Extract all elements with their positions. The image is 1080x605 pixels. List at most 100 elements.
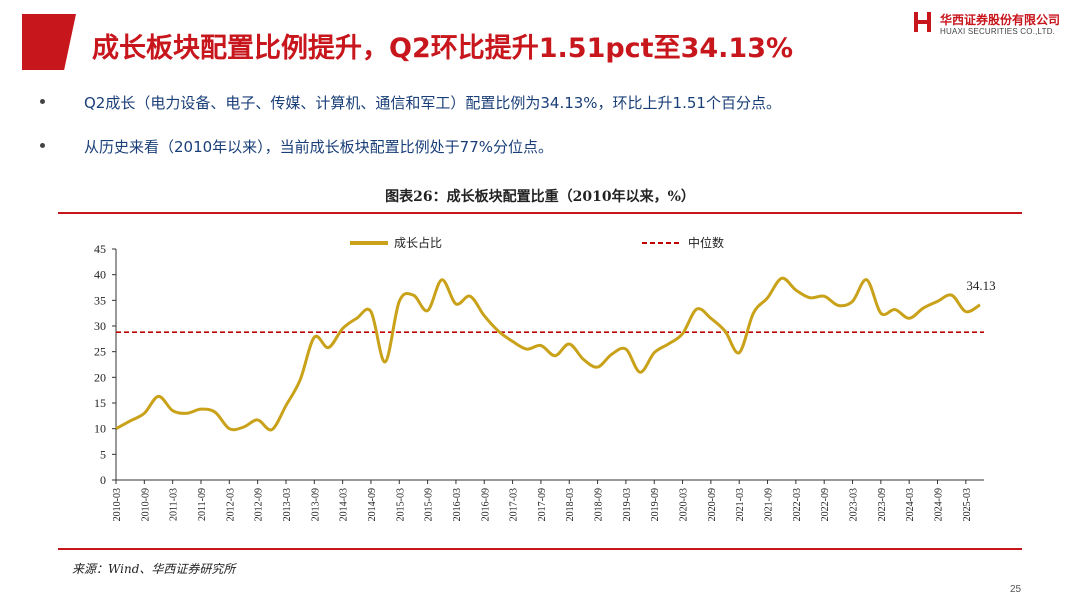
data-point [908,317,910,319]
data-point [795,289,797,291]
x-tick-label: 2010-09 [140,488,151,521]
data-point [851,300,853,302]
data-point [752,312,754,314]
x-tick-label: 2019-03 [622,488,633,521]
y-tick-label: 0 [100,473,106,487]
x-tick-label: 2016-03 [452,488,463,521]
x-tick-label: 2021-03 [735,488,746,521]
last-value-label: 34.13 [966,278,995,293]
x-tick-label: 2019-09 [650,488,661,521]
x-tick-label: 2021-09 [764,488,775,521]
data-point [653,351,655,353]
data-point [809,297,811,299]
data-point [469,295,471,297]
data-point [710,317,712,319]
data-point [582,358,584,360]
data-point [356,317,358,319]
x-tick-label: 2015-03 [395,488,406,521]
bullet-text: Q2成长（电力设备、电子、传媒、计算机、通信和军工）配置比例为34.13%，环比… [84,94,781,112]
data-point [511,340,513,342]
data-point [865,279,867,281]
data-point [639,371,641,373]
company-logo: 华西证券股份有限公司 HUAXI SECURITIES CO.,LTD. [912,10,1072,40]
data-point [412,294,414,296]
x-tick-label: 2020-09 [707,488,718,521]
x-tick-label: 2012-09 [254,488,265,521]
data-point [398,300,400,302]
data-point [441,279,443,281]
x-tick-label: 2025-03 [962,488,973,521]
logo-chinese-name: 华西证券股份有限公司 [940,13,1061,27]
data-point [271,428,273,430]
data-point [950,294,952,296]
page-number: 25 [1010,584,1022,595]
x-tick-label: 2011-09 [197,488,208,521]
x-tick-label: 2017-09 [537,488,548,521]
data-point [936,300,938,302]
data-point [214,411,216,413]
x-tick-label: 2010-03 [112,488,123,521]
divider [58,548,1022,550]
data-point [157,395,159,397]
x-tick-label: 2022-03 [792,488,803,521]
y-tick-label: 35 [94,293,106,307]
x-tick-label: 2014-03 [339,488,350,521]
y-tick-label: 15 [94,396,106,410]
x-tick-label: 2013-09 [310,488,321,521]
data-point [611,353,613,355]
source-note: 来源：Wind、华西证券研究所 [72,562,236,576]
x-tick-label: 2017-03 [509,488,520,521]
y-tick-label: 45 [94,242,106,256]
data-point [625,348,627,350]
data-point [171,410,173,412]
x-tick-label: 2023-09 [877,488,888,521]
growth-share-series-line [115,276,981,432]
data-point [370,310,372,312]
legend-series-label: 成长占比 [394,235,442,250]
data-point [242,426,244,428]
divider [58,212,1022,214]
data-point [228,427,230,429]
y-tick-label: 5 [100,447,106,461]
logo-english-name: HUAXI SECURITIES CO.,LTD. [940,27,1056,36]
data-point [724,330,726,332]
chart-title: 图表26：成长板块配置比重（2010年以来，%） [385,189,695,205]
bullet-text: 从历史来看（2010年以来），当前成长板块配置比例处于77%分位点。 [84,138,554,156]
data-point [781,277,783,279]
data-point [256,419,258,421]
data-point [129,420,131,422]
data-point [497,330,499,332]
data-point [455,303,457,305]
data-point [880,312,882,314]
data-point [568,343,570,345]
y-tick-label: 10 [94,422,106,436]
data-point [327,346,329,348]
data-point [285,404,287,406]
data-point [143,412,145,414]
data-point [483,315,485,317]
data-point [766,297,768,299]
data-point [696,308,698,310]
data-point [681,333,683,335]
data-point [837,304,839,306]
x-tick-label: 2018-09 [594,488,605,521]
data-point [667,343,669,345]
data-point [540,344,542,346]
x-tick-label: 2014-09 [367,488,378,521]
legend-median-label: 中位数 [688,235,724,250]
x-tick-label: 2011-03 [169,488,180,521]
data-point [313,336,315,338]
data-point [596,366,598,368]
data-point [823,295,825,297]
data-point [115,427,117,429]
data-point [894,308,896,310]
data-point [979,304,981,306]
data-point [965,310,967,312]
x-tick-label: 2022-09 [820,488,831,521]
page-title: 成长板块配置比例提升，Q2环比提升1.51pct至34.13% [92,33,794,64]
data-point [200,408,202,410]
bullet-dot-icon [40,99,45,104]
data-point [299,379,301,381]
data-point [526,348,528,350]
